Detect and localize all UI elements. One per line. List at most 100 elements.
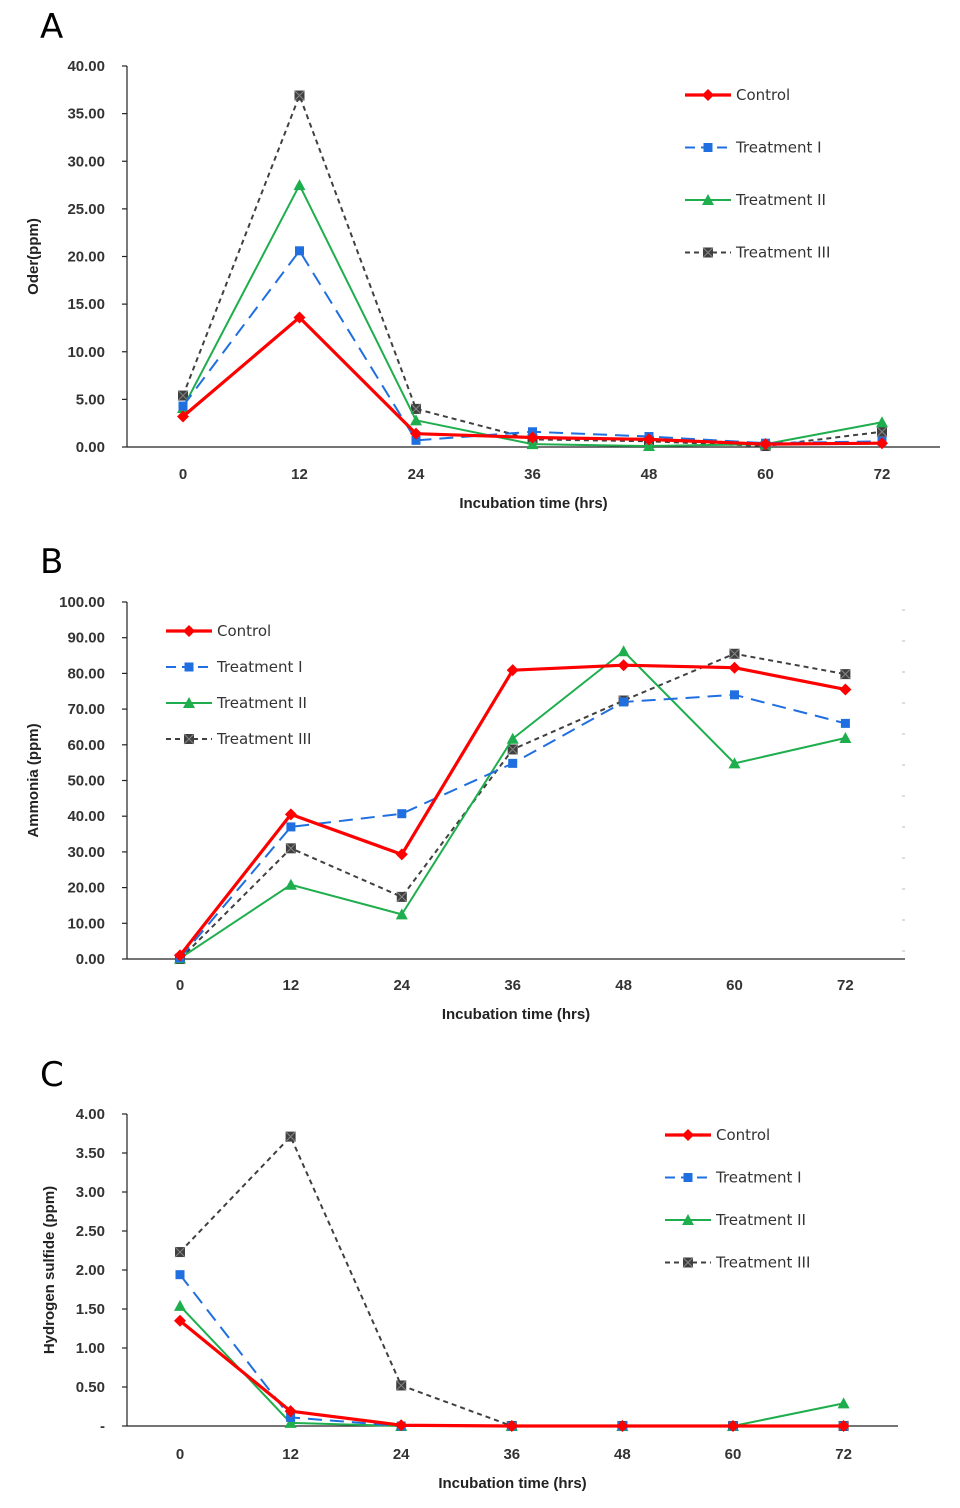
chart-b-y-tick-label: 60.00: [67, 737, 105, 754]
chart-a-legend-label: Treatment III: [735, 244, 830, 262]
chart-b-point-treatment-iii: [396, 891, 408, 903]
chart-a-y-tick-label: 30.00: [67, 153, 105, 170]
chart-a-x-tick-label: 24: [408, 466, 425, 483]
chart-c-series-line-treatment-ii: [179, 1305, 844, 1427]
chart-a-series-control: [177, 311, 888, 451]
chart-c-point-treatment-iii: [285, 1131, 296, 1142]
chart-b-point-control: [506, 664, 519, 677]
chart-b-x-tick-label: 0: [176, 977, 184, 994]
chart-panel-b: B 0.00 10.00 20.00 30.00 40.00 50.00 60.00 70.00…: [0, 538, 960, 1028]
chart-a-point-treatment-ii: [410, 414, 422, 426]
chart-c-y-tick-label: 2.50: [76, 1223, 105, 1240]
chart-c-legend-marker: [682, 1129, 694, 1141]
chart-b-point-treatment-ii: [506, 732, 519, 744]
chart-b-legend-item-treatment-iii: Treatment III: [166, 730, 311, 748]
chart-b-legend-marker: [183, 625, 195, 637]
chart-a-x-tick-label: 48: [641, 466, 658, 483]
chart-b-point-treatment-iii: [285, 842, 297, 854]
chart-b-point-control: [617, 659, 630, 672]
chart-a-point-treatment-ii: [643, 440, 655, 452]
chart-a-point-control: [876, 437, 888, 450]
chart-c-y-tick-label: 1.50: [76, 1301, 105, 1318]
chart-b-point-control: [839, 683, 852, 696]
chart-c-x-tick-label: 0: [176, 1446, 184, 1463]
chart-c-legend-marker: [682, 1214, 694, 1225]
chart-b-point-treatment-ii: [728, 757, 741, 769]
chart-a-point-treatment-ii: [293, 179, 306, 191]
chart-b-y-tick-label: 50.00: [67, 773, 105, 790]
chart-b-legend-item-control: Control: [166, 622, 271, 640]
chart-a-legend-item-treatment-ii: Treatment II: [685, 191, 826, 209]
chart-b-legend-item-treatment-i: Treatment I: [166, 658, 303, 676]
chart-a-legend-item-control: Control: [685, 86, 790, 104]
chart-c-point-treatment-iii: [395, 1380, 407, 1391]
chart-a-legend-item-treatment-iii: Treatment III: [685, 244, 830, 262]
chart-c-legend-marker: [683, 1173, 693, 1182]
chart-b-x-tick-label: 24: [393, 977, 410, 994]
chart-a-legend-marker: [702, 247, 714, 258]
chart-a-legend-label: Treatment II: [735, 191, 826, 209]
chart-b-series-control: [174, 659, 852, 962]
chart-c-legend-label: Treatment II: [715, 1211, 806, 1229]
chart-b-point-treatment-i: [619, 697, 629, 707]
chart-b-y-tick-label: 100.00: [59, 594, 105, 611]
chart-c-point-treatment-i: [175, 1270, 185, 1280]
chart-b-y-tick-label: 20.00: [67, 880, 105, 897]
chart-c-x-tick-label: 60: [725, 1446, 742, 1463]
chart-b-point-control: [395, 848, 408, 861]
chart-a-x-axis-title: Incubation time (hrs): [459, 495, 607, 512]
chart-a-y-tick-label: 5.00: [76, 391, 105, 408]
chart-a-series-line-treatment-ii: [182, 184, 883, 448]
chart-a-point-control: [177, 410, 189, 423]
chart-c-legend-item-treatment-iii: Treatment III: [665, 1254, 810, 1272]
chart-b-point-treatment-i: [508, 758, 518, 768]
chart-a-point-treatment-i: [411, 435, 421, 445]
chart-b-y-tick-label: 30.00: [67, 844, 105, 861]
chart-a-legend-marker: [702, 194, 714, 205]
chart-a-x-tick-label: 12: [291, 466, 308, 483]
chart-b-point-treatment-ii: [839, 732, 852, 744]
chart-c-y-tick-label: 3.50: [76, 1145, 105, 1162]
chart-b-legend-item-treatment-ii: Treatment II: [166, 694, 307, 712]
chart-a-y-axis-title: Oder(ppm): [25, 218, 42, 295]
chart-b-point-treatment-iii: [840, 668, 851, 680]
chart-b-svg: B 0.00 10.00 20.00 30.00 40.00 50.00 60.00 70.00…: [25, 542, 905, 1023]
chart-c-y-axis-title: Hydrogen sulfide (ppm): [41, 1186, 58, 1354]
chart-a-point-control: [410, 427, 422, 440]
chart-a-y-tick-label: 25.00: [67, 201, 105, 218]
chart-b-legend-label: Treatment II: [216, 694, 307, 712]
chart-a-y-tick-label: 40.00: [67, 58, 105, 75]
chart-c-point-control: [727, 1420, 739, 1432]
chart-c-legend-label: Control: [716, 1126, 770, 1144]
chart-b-point-treatment-i: [730, 690, 739, 700]
chart-b-point-treatment-ii: [284, 878, 297, 890]
chart-b-legend-marker: [184, 662, 194, 672]
chart-a-point-treatment-i: [295, 246, 304, 256]
chart-c-y-tick-label: -: [100, 1418, 105, 1435]
chart-b-legend-label: Treatment I: [216, 658, 303, 676]
chart-b-legend-marker: [183, 697, 195, 708]
chart-a-point-control: [526, 431, 539, 444]
chart-b-x-tick-label: 36: [504, 977, 521, 994]
chart-a-y-tick-label: 35.00: [67, 106, 105, 123]
chart-b-point-control: [174, 949, 186, 962]
chart-a-point-treatment-i: [178, 401, 188, 411]
chart-b-point-treatment-i: [397, 809, 407, 819]
chart-b-x-axis-title: Incubation time (hrs): [442, 1006, 590, 1023]
chart-c-x-tick-label: 36: [503, 1446, 520, 1463]
chart-b-point-treatment-iii: [507, 744, 519, 755]
chart-c-point-treatment-i: [286, 1412, 296, 1422]
chart-b-y-tick-label: 70.00: [67, 701, 105, 718]
chart-a-legend-item-treatment-i: Treatment I: [685, 139, 822, 157]
chart-panel-a: A 0.00 5.00 10.00 15.00 20.00 25.00 30.00 35.00 4…: [0, 0, 960, 520]
chart-panel-c: C - 0.50 1.00 1.50 2.00 2.50 3.00 3.50 4.00 0 12 24 3…: [0, 1050, 960, 1508]
chart-a-y-tick-label: 20.00: [67, 249, 105, 266]
chart-b-y-tick-label: 90.00: [67, 630, 105, 647]
chart-c-x-axis-title: Incubation time (hrs): [438, 1475, 586, 1492]
chart-b-legend-label: Treatment III: [216, 730, 311, 748]
chart-c-y-tick-label: 1.00: [76, 1340, 105, 1357]
chart-c-legend-item-control: Control: [665, 1126, 770, 1144]
chart-a-x-tick-label: 60: [757, 466, 774, 483]
chart-a-panel-letter: A: [40, 7, 63, 47]
chart-c-legend-label: Treatment III: [715, 1254, 810, 1272]
